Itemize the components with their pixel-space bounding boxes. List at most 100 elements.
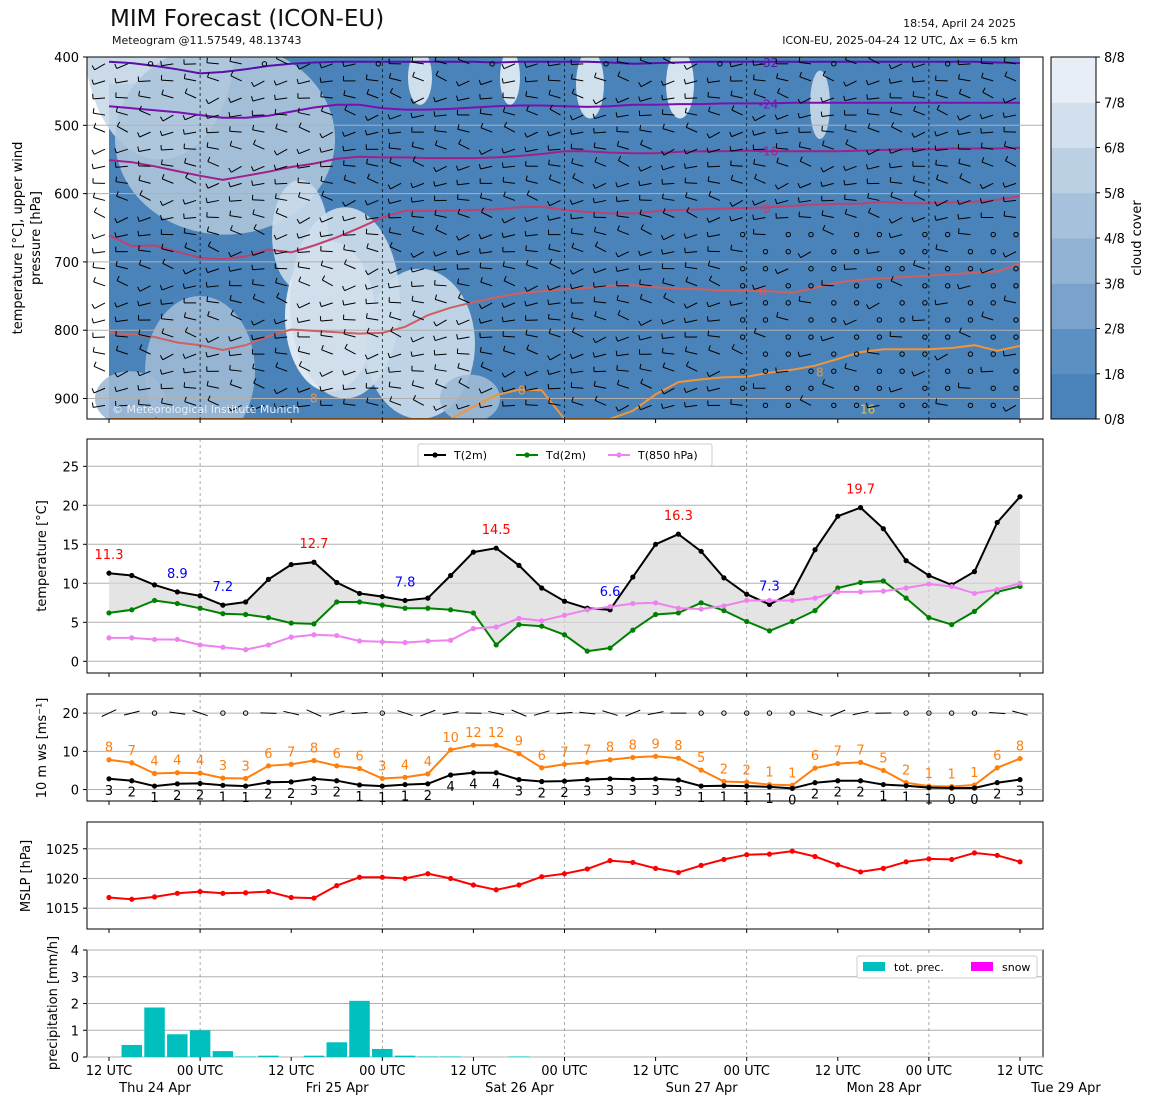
- wind-barb: [411, 225, 415, 232]
- wind-barb: [91, 149, 95, 155]
- data-point: [402, 605, 408, 611]
- wind-barb: [93, 266, 106, 270]
- wind-barb: [343, 94, 356, 99]
- wind-barb: [230, 314, 242, 321]
- wind-barb: [639, 129, 652, 133]
- wind-barb: [822, 182, 834, 187]
- wind-barb: [138, 90, 141, 96]
- wind-barb: [752, 214, 755, 220]
- wind-barb: [478, 318, 482, 324]
- wind-barb: [298, 350, 311, 355]
- wind-barb: [207, 268, 220, 274]
- wind-barb: [411, 285, 424, 287]
- wind-barb: [114, 386, 117, 392]
- data-point: [151, 582, 158, 588]
- wind-barb: [958, 158, 961, 164]
- data-point: [903, 859, 909, 865]
- wind-barb: [663, 80, 675, 86]
- wind-barb: [159, 200, 163, 206]
- wind-barb: [207, 230, 220, 236]
- wind-barb: [297, 261, 300, 267]
- wind-barb: [888, 78, 891, 84]
- data-point: [448, 747, 454, 753]
- wind-barb: [242, 710, 249, 716]
- colorbar-segment: [1051, 57, 1096, 103]
- wind-barb: [594, 241, 599, 247]
- data-point: [607, 757, 613, 763]
- wind-barb: [298, 266, 311, 270]
- wind-barb: [990, 248, 996, 255]
- wind-speed-label: 3: [1016, 785, 1024, 800]
- wind-barb: [1004, 215, 1017, 219]
- data-point: [265, 763, 272, 769]
- wind-barb: [890, 191, 893, 197]
- wind-barb: [207, 156, 211, 162]
- wind-barb: [708, 106, 711, 112]
- wind-barb: [319, 147, 322, 153]
- data-point: [880, 767, 886, 774]
- wind-barb: [549, 263, 561, 270]
- isotherm-label: 16: [860, 402, 875, 416]
- wind-barb: [250, 404, 254, 410]
- wind-barb: [275, 277, 278, 283]
- wind-barb: [548, 217, 561, 221]
- meteogram-location: Meteogram @11.57549, 48.13743: [112, 34, 302, 47]
- gust-label: 1: [788, 766, 796, 781]
- wind-barb: [867, 80, 880, 86]
- wind-barb: [547, 200, 551, 206]
- wind-barb: [116, 275, 120, 281]
- x-tick-label: 00 UTC: [723, 1064, 769, 1079]
- wind-barb: [740, 385, 746, 391]
- wind-barb: [853, 248, 860, 255]
- wind-barb: [571, 327, 575, 333]
- wind-barb: [615, 252, 619, 258]
- wind-barb: [911, 146, 914, 153]
- wind-barb: [114, 77, 117, 84]
- wind-barb: [137, 146, 140, 152]
- wind-barb: [231, 165, 242, 173]
- data-point: [926, 581, 932, 587]
- wind-barb: [343, 179, 356, 184]
- wind-barb: [344, 259, 347, 265]
- wind-barb: [640, 139, 643, 145]
- wind-barb: [639, 213, 652, 218]
- legend-swatch: [863, 962, 885, 971]
- data-point: [835, 513, 841, 519]
- data-point: [356, 765, 363, 772]
- wind-barb: [389, 157, 392, 163]
- data-point: [311, 621, 317, 627]
- wind-barb: [708, 387, 721, 392]
- data-point: [311, 776, 317, 782]
- data-point: [653, 865, 659, 871]
- data-point: [243, 783, 249, 789]
- wind-barb: [138, 95, 151, 99]
- legend-marker: [616, 452, 622, 458]
- data-point: [151, 770, 158, 777]
- wind-barb: [1003, 57, 1006, 62]
- wind-barb: [570, 129, 572, 135]
- wind-barb: [1004, 75, 1017, 82]
- wind-barb: [365, 74, 368, 80]
- wind-barb: [639, 114, 652, 117]
- wind-barb: [831, 317, 837, 323]
- data-point: [1017, 580, 1023, 586]
- wind-barb: [457, 182, 470, 186]
- wind-barb: [502, 165, 516, 169]
- wind-barb: [480, 336, 493, 339]
- wind-barb: [261, 61, 268, 67]
- wind-barb: [640, 80, 652, 88]
- wind-barb: [207, 385, 219, 389]
- x-tick-label: 00 UTC: [359, 1064, 405, 1079]
- wind-barb: [478, 402, 481, 408]
- wind-barb: [785, 385, 791, 391]
- data-point: [220, 644, 226, 650]
- gust-label: 1: [925, 767, 933, 782]
- wind-barb: [959, 177, 971, 184]
- data-point: [926, 785, 932, 791]
- wind-barb: [843, 95, 846, 101]
- legend-label: T(2m): [453, 449, 487, 462]
- data-point: [288, 761, 294, 767]
- data-point: [151, 894, 158, 900]
- wind-barb: [411, 295, 414, 301]
- wind-barb: [776, 77, 789, 82]
